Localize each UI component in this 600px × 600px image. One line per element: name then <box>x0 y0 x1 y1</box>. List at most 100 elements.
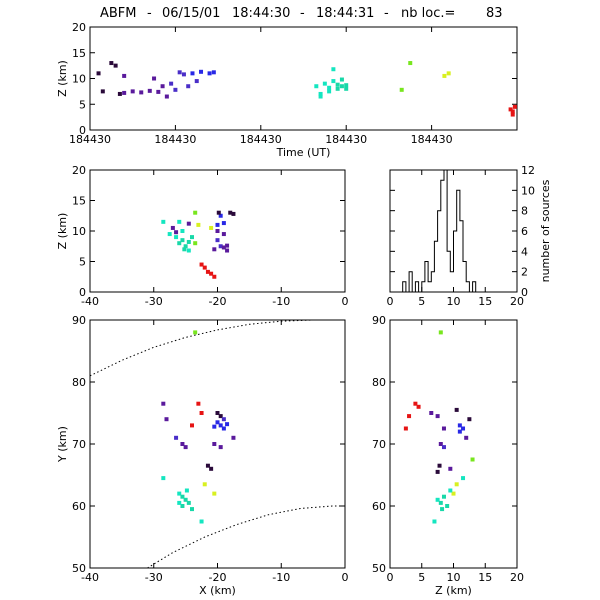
source-point <box>416 404 421 409</box>
source-point <box>457 423 462 428</box>
source-point <box>96 71 101 76</box>
source-point <box>435 414 440 419</box>
source-point <box>225 248 230 253</box>
source-point <box>156 89 161 94</box>
source-point <box>212 274 217 279</box>
source-point <box>109 61 114 66</box>
source-point <box>207 71 212 76</box>
source-point <box>438 330 443 335</box>
source-point <box>164 417 169 422</box>
source-point <box>147 88 152 93</box>
title-station: ABFM <box>100 6 137 21</box>
source-point <box>183 445 188 450</box>
x-tick-label: 0 <box>342 571 349 584</box>
source-point <box>448 488 453 493</box>
source-point <box>512 104 517 109</box>
source-point <box>461 476 466 481</box>
source-point <box>212 442 217 446</box>
source-point <box>221 426 226 431</box>
plot-content <box>96 61 517 117</box>
source-point <box>467 417 472 422</box>
source-point <box>215 420 220 425</box>
source-point <box>457 429 462 434</box>
source-point <box>318 91 323 96</box>
y-tick-label: 15 <box>72 47 86 60</box>
source-point <box>437 463 442 468</box>
x-tick-label: 10 <box>447 295 461 308</box>
source-point <box>510 109 515 114</box>
source-point <box>327 85 332 90</box>
range-arc-outer <box>90 320 314 377</box>
source-point <box>218 414 223 419</box>
y-tick-label: 50 <box>72 562 86 575</box>
source-point <box>186 221 191 226</box>
x-tick-label: 0 <box>387 295 394 308</box>
source-point <box>181 72 186 77</box>
source-point <box>408 61 413 66</box>
x-tick-label: 15 <box>478 571 492 584</box>
x-tick-label: -30 <box>145 295 163 308</box>
source-point <box>403 426 408 431</box>
y-tick-label: 90 <box>72 314 86 327</box>
source-point <box>461 426 466 431</box>
source-point <box>322 81 327 86</box>
source-point <box>199 69 204 74</box>
x-tick-label: -40 <box>81 571 99 584</box>
y-tick-label: 90 <box>372 314 386 327</box>
panel-x-z: 0 5 10 15 20 -40 -30 -20 -10 0 Z (km) <box>56 164 349 308</box>
source-point <box>432 519 437 524</box>
source-point <box>445 504 450 508</box>
source-point <box>454 482 459 487</box>
source-point <box>180 504 185 508</box>
y-tick-label: 4 <box>521 245 528 258</box>
source-point <box>199 411 204 415</box>
y-tick-label: 12 <box>521 164 535 177</box>
source-point <box>339 77 344 82</box>
y-tick-label: 5 <box>79 98 86 111</box>
source-point <box>117 91 122 96</box>
source-point <box>174 435 179 440</box>
source-point <box>122 90 127 95</box>
source-point <box>438 442 443 446</box>
title-dash: - <box>300 6 305 21</box>
x-tick-label: 184430 <box>154 133 196 146</box>
x-tick-label: 184430 <box>240 133 282 146</box>
source-point <box>464 435 469 440</box>
source-point <box>318 94 323 99</box>
source-point <box>177 241 182 246</box>
source-point <box>190 235 194 240</box>
y-tick-label: 20 <box>72 21 86 34</box>
y-axis-label: Y (km) <box>56 426 69 463</box>
source-point <box>184 488 189 493</box>
x-tick-label: 5 <box>418 571 425 584</box>
histogram-outline <box>396 170 517 292</box>
source-point <box>435 497 440 502</box>
x-tick-label: 0 <box>342 295 349 308</box>
source-point <box>174 230 179 235</box>
source-point <box>161 219 166 224</box>
y-tick-label: 50 <box>372 562 386 575</box>
source-point <box>327 89 332 94</box>
y-tick-label: 70 <box>372 438 386 451</box>
source-point <box>167 232 172 237</box>
source-point <box>221 417 226 422</box>
source-point <box>139 90 144 95</box>
source-point <box>186 239 191 244</box>
source-point <box>194 79 199 84</box>
y-axis-label: Z (km) <box>56 213 69 250</box>
source-point <box>100 89 105 94</box>
panel-x-y: 50 60 70 80 90 -40 -30 -20 -10 0 X (km) Y (km) <box>56 314 349 597</box>
title-count: 83 <box>486 6 503 21</box>
source-point <box>183 497 188 502</box>
source-point <box>339 84 344 89</box>
x-axis-label: Z (km) <box>435 584 472 597</box>
source-point <box>180 229 185 233</box>
source-point <box>205 269 210 274</box>
source-point <box>193 330 198 335</box>
source-point <box>335 86 340 91</box>
panel-histogram: 0 2 4 6 8 10 12 0 5 10 15 20 number of sources <box>387 164 553 308</box>
y-tick-label: 0 <box>521 286 528 299</box>
source-point <box>130 89 135 94</box>
plot-content <box>161 210 236 279</box>
